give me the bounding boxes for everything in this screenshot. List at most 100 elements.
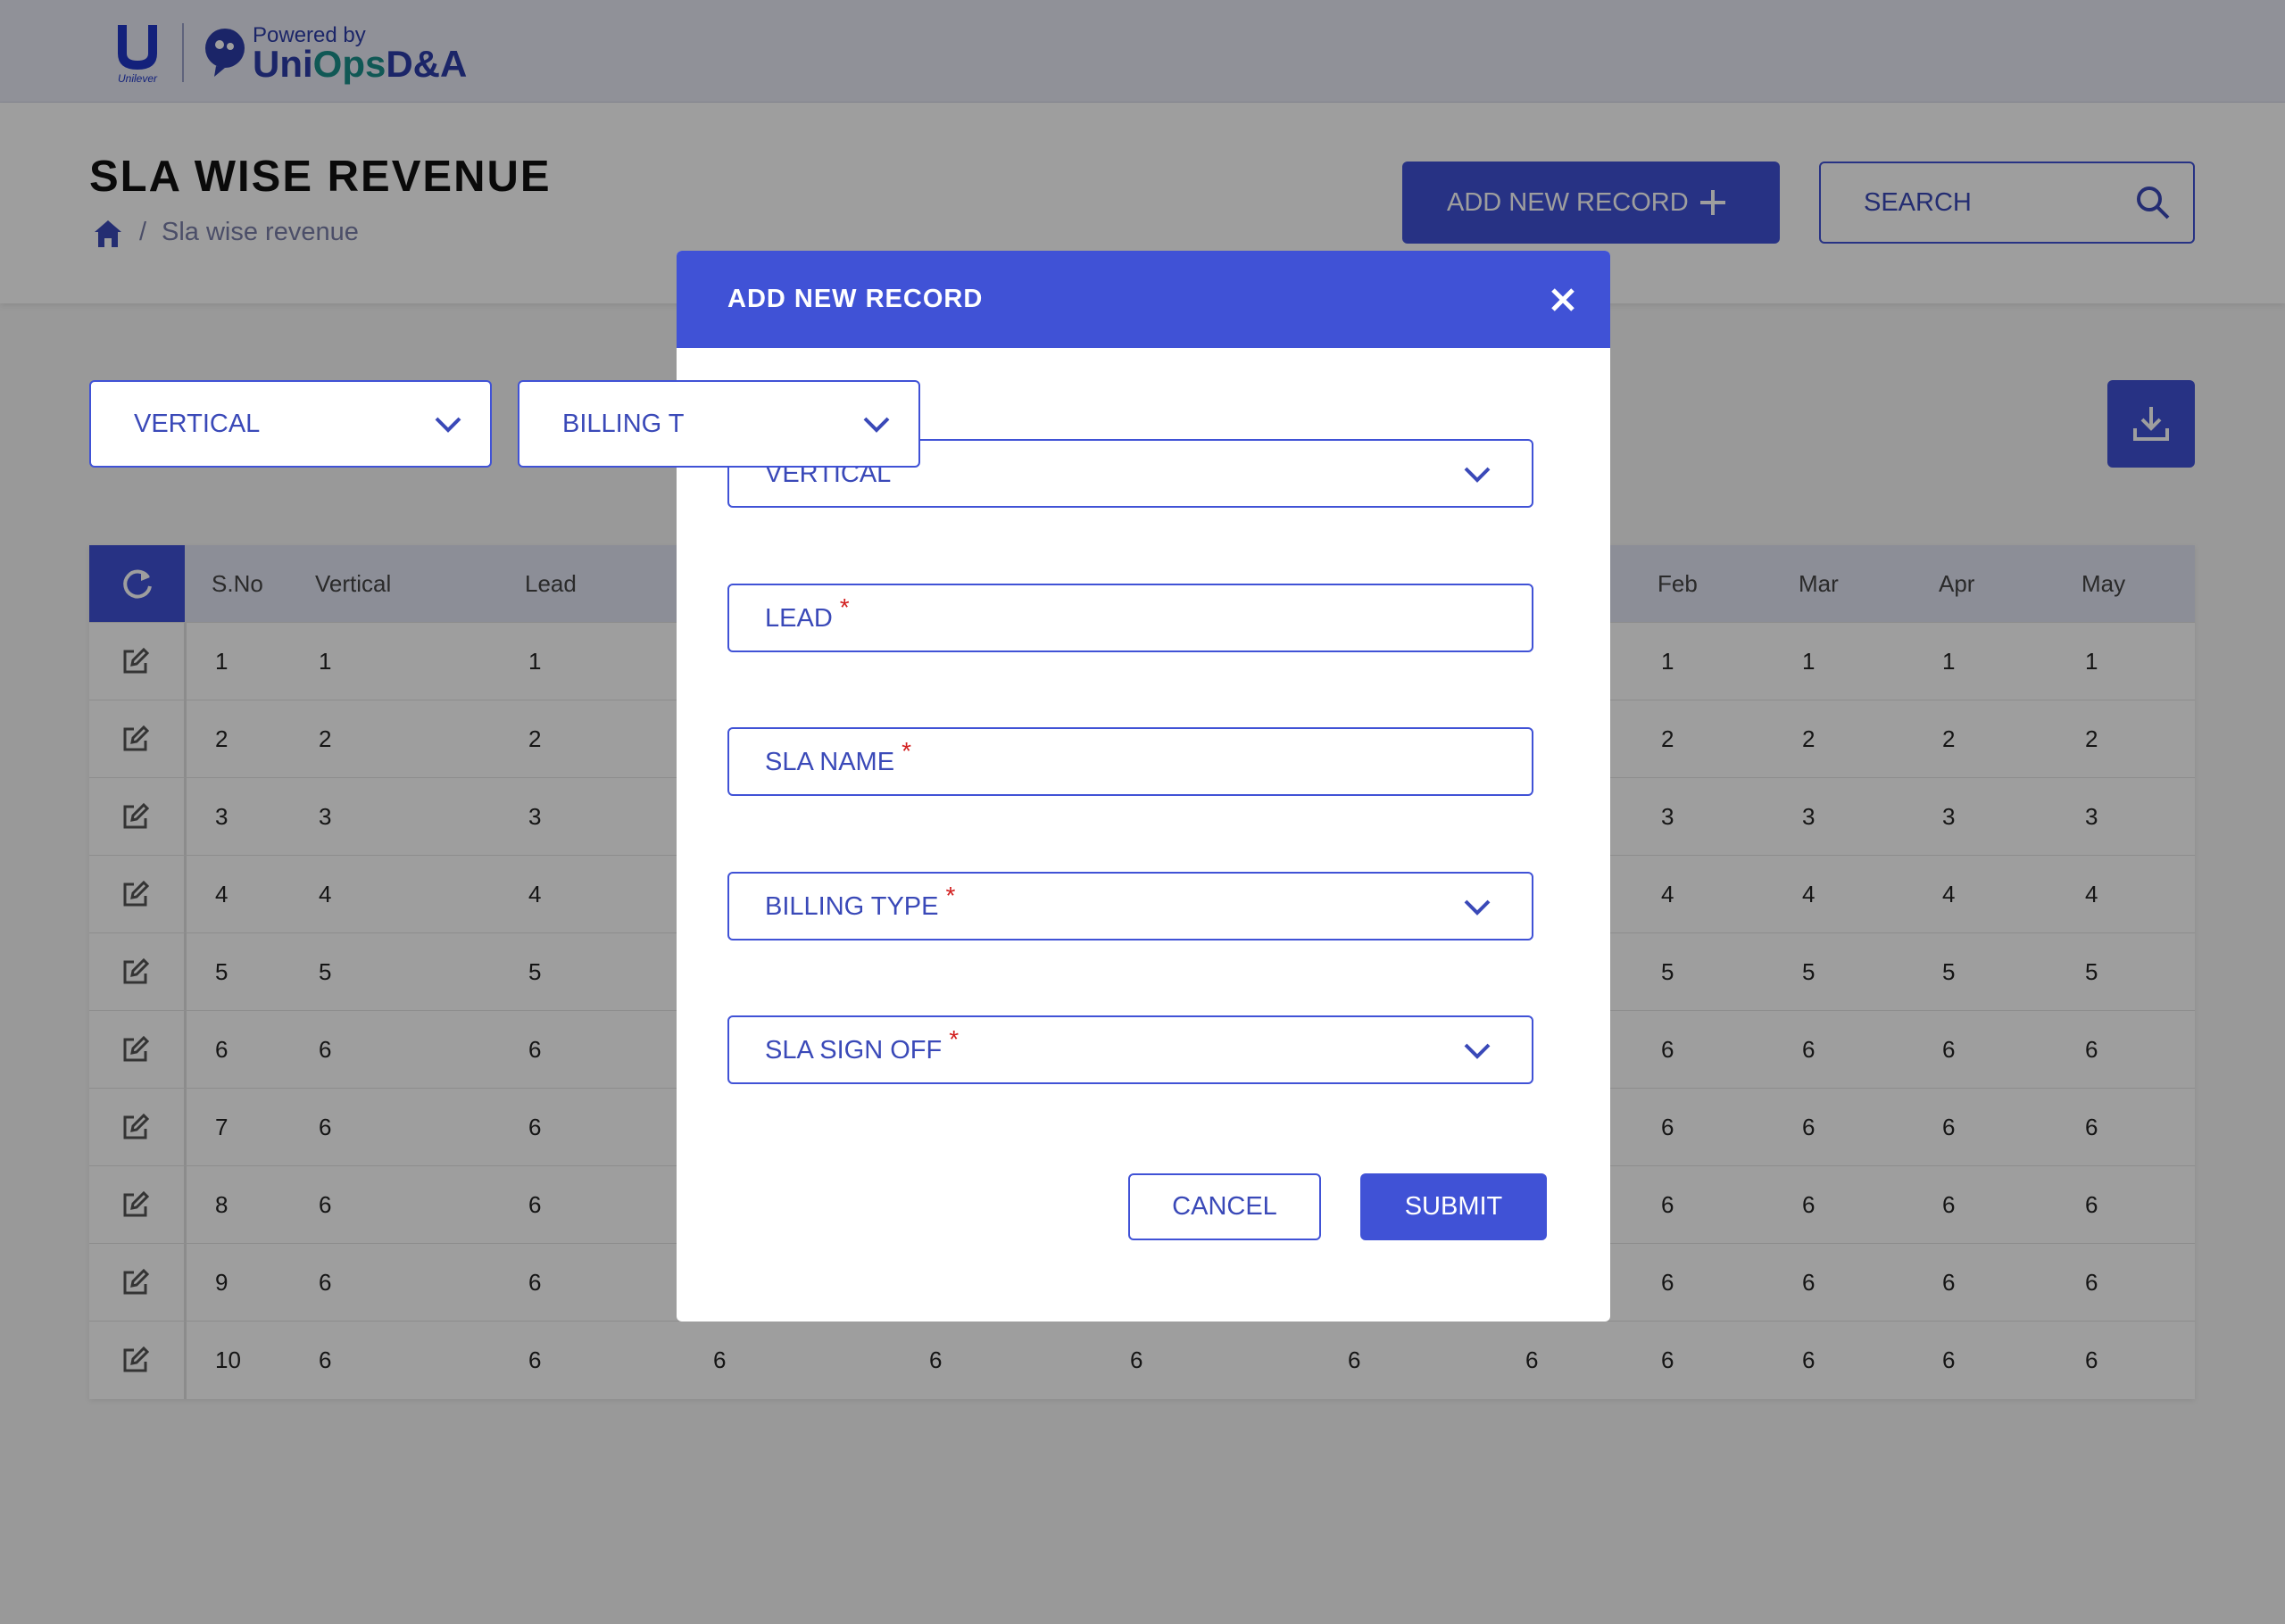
table-cell: 2 [319, 725, 332, 752]
table-cell: 6 [929, 1346, 943, 1373]
edit-icon [123, 1268, 150, 1295]
table-cell: 6 [1942, 1346, 1956, 1373]
column-header: Mar [1799, 570, 1839, 597]
table-cell: 2 [2085, 725, 2098, 752]
form-field[interactable]: BILLING TYPE * [727, 871, 1533, 940]
edit-icon [123, 957, 150, 984]
edit-icon [123, 647, 150, 674]
cancel-button[interactable]: CANCEL [1128, 1173, 1321, 1240]
edit-icon [123, 1346, 150, 1372]
filter-label: VERTICAL [134, 410, 261, 438]
field-label-text: SLA NAME [765, 748, 895, 776]
table-cell: 4 [1802, 881, 1816, 907]
table-cell: 4 [1661, 881, 1674, 907]
edit-button[interactable] [121, 1035, 152, 1065]
filter-dropdown[interactable]: VERTICAL [89, 380, 492, 468]
table-cell: 6 [1661, 1346, 1674, 1373]
table-cell: 3 [319, 803, 332, 830]
table-cell: 9 [215, 1269, 228, 1296]
search-box[interactable]: SEARCH [1819, 162, 2195, 244]
field-label: SLA SIGN OFF * [765, 1017, 959, 1083]
table-cell: 6 [528, 1269, 542, 1296]
table-cell: 6 [1661, 1191, 1674, 1218]
table-cell: 6 [1802, 1036, 1816, 1063]
breadcrumb[interactable]: Sla wise revenue [162, 218, 359, 246]
edit-icon [123, 1190, 150, 1217]
brand-part: D&A [386, 43, 468, 85]
field-label-text: SLA SIGN OFF [765, 1036, 943, 1065]
column-header: Vertical [315, 570, 392, 597]
table-cell: 2 [1661, 725, 1674, 752]
button-label: CANCEL [1172, 1192, 1277, 1221]
form-field[interactable]: SLA SIGN OFF * [727, 1015, 1533, 1084]
table-cell: 2 [528, 725, 542, 752]
edit-button[interactable] [121, 725, 152, 755]
field-label-text: BILLING TYPE [765, 891, 939, 921]
table-cell: 5 [528, 958, 542, 985]
table-cell: 2 [215, 725, 228, 752]
table-cell: 7 [215, 1114, 228, 1140]
table-cell: 3 [215, 803, 228, 830]
submit-button[interactable]: SUBMIT [1360, 1173, 1547, 1240]
table-cell: 5 [1942, 958, 1956, 985]
edit-icon [123, 1113, 150, 1139]
table-cell: 8 [215, 1191, 228, 1218]
filter-dropdown[interactable]: BILLING T [518, 380, 920, 468]
table-cell: 6 [1942, 1114, 1956, 1140]
brand-part: Ops [312, 43, 386, 85]
table-cell: 6 [1802, 1346, 1816, 1373]
table-cell: 6 [319, 1036, 332, 1063]
edit-button[interactable] [121, 1190, 152, 1221]
company-name: Unilever [118, 72, 158, 85]
chevron-icon [435, 417, 461, 433]
edit-button[interactable] [121, 880, 152, 910]
refresh-button[interactable] [89, 545, 185, 622]
powered-by: Powered by [253, 23, 366, 47]
table-cell: 5 [319, 958, 332, 985]
column-header: May [2081, 570, 2126, 597]
table-cell: 6 [2085, 1036, 2098, 1063]
edit-button[interactable] [121, 647, 152, 677]
button-label: SUBMIT [1404, 1192, 1503, 1221]
edit-button[interactable] [121, 1113, 152, 1143]
field-label-text: LEAD [765, 603, 833, 633]
search-placeholder: SEARCH [1864, 188, 1972, 217]
close-icon[interactable] [1550, 286, 1576, 313]
table-cell: 6 [528, 1346, 542, 1373]
table-cell: 3 [1942, 803, 1956, 830]
table-cell: 6 [1661, 1269, 1674, 1296]
add-record-button[interactable]: ADD NEW RECORD [1402, 162, 1780, 244]
filter-label: BILLING T [562, 410, 685, 438]
table-cell: 4 [2085, 881, 2098, 907]
column-header: Feb [1658, 570, 1698, 597]
table-cell: 1 [2085, 648, 2098, 675]
required-marker: * [839, 592, 850, 621]
home-icon[interactable] [93, 219, 123, 249]
table-cell: 2 [1942, 725, 1956, 752]
table-cell: 1 [528, 648, 542, 675]
table-cell: 6 [1661, 1114, 1674, 1140]
table-cell: 5 [1661, 958, 1674, 985]
required-marker: * [949, 1025, 960, 1053]
chevron-icon [863, 417, 890, 433]
table-cell: 6 [528, 1114, 542, 1140]
form-field[interactable]: SLA NAME * [727, 727, 1533, 796]
table-cell: 6 [319, 1191, 332, 1218]
edit-button[interactable] [121, 957, 152, 988]
edit-button[interactable] [121, 1268, 152, 1298]
table-cell: 6 [713, 1346, 727, 1373]
edit-icon [123, 1035, 150, 1062]
edit-button[interactable] [121, 802, 152, 833]
top-bar: Unilever Powered by UniOpsD&A [0, 0, 2285, 103]
table-cell: 3 [528, 803, 542, 830]
form-field[interactable]: LEAD * [727, 583, 1533, 652]
download-button[interactable] [2107, 380, 2195, 468]
edit-icon [123, 880, 150, 907]
edit-button[interactable] [121, 1346, 152, 1376]
table-cell: 6 [1661, 1036, 1674, 1063]
chevron-icon [1464, 899, 1491, 916]
edit-icon [123, 802, 150, 829]
edit-icon [123, 725, 150, 751]
table-cell: 4 [319, 881, 332, 907]
